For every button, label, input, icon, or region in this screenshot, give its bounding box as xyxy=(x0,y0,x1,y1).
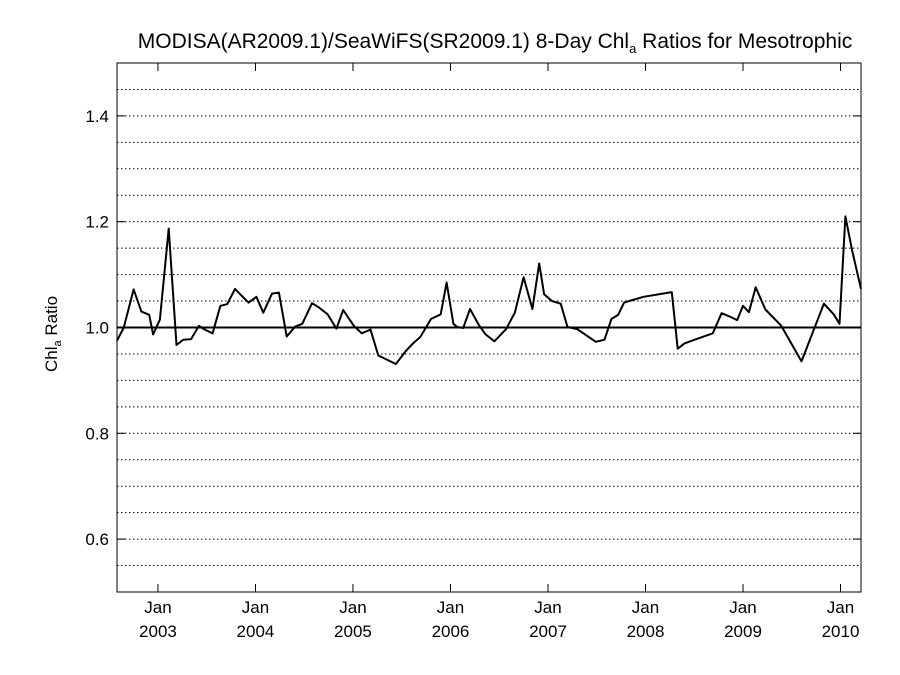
x-tick-month-label: Jan xyxy=(632,598,659,617)
x-tick-year-label: 2006 xyxy=(432,622,470,641)
y-tick-label: 1.2 xyxy=(85,213,109,232)
x-tick-year-label: 2007 xyxy=(529,622,567,641)
x-tick-month-label: Jan xyxy=(827,598,854,617)
series-line xyxy=(116,215,862,365)
x-tick-year-label: 2009 xyxy=(724,622,762,641)
x-tick-month-label: Jan xyxy=(144,598,171,617)
x-tick-month-label: Jan xyxy=(242,598,269,617)
x-tick-month-label: Jan xyxy=(437,598,464,617)
x-tick-year-label: 2010 xyxy=(822,622,860,641)
gridlines xyxy=(117,88,861,567)
y-tick-label: 0.6 xyxy=(85,530,109,549)
y-tick-label: 1.4 xyxy=(85,107,109,126)
x-tick-month-label: Jan xyxy=(534,598,561,617)
x-tick-month-label: Jan xyxy=(729,598,756,617)
x-tick-year-label: 2005 xyxy=(334,622,372,641)
x-tick-year-label: 2003 xyxy=(139,622,177,641)
title-suffix: Ratios for Mesotrophic xyxy=(636,30,853,53)
y-axis: 0.6 0.8 1.0 1.2 1.4 xyxy=(85,107,861,549)
x-tick-year-label: 2008 xyxy=(627,622,665,641)
title-prefix: MODISA(AR2009.1)/SeaWiFS(SR2009.1) 8-Day… xyxy=(137,30,630,53)
y-tick-label: 1.0 xyxy=(85,319,109,338)
title-subscript: a xyxy=(629,41,637,56)
chart-title: MODISA(AR2009.1)/SeaWiFS(SR2009.1) 8-Day… xyxy=(0,30,900,56)
x-tick-month-label: Jan xyxy=(339,598,366,617)
y-tick-label: 0.8 xyxy=(85,424,109,443)
x-axis: Jan 2003 Jan 2004 Jan 2005 Jan 2006 Jan 2007 Jan 20… xyxy=(139,63,859,641)
x-tick-year-label: 2004 xyxy=(237,622,275,641)
plot-frame xyxy=(116,62,862,593)
